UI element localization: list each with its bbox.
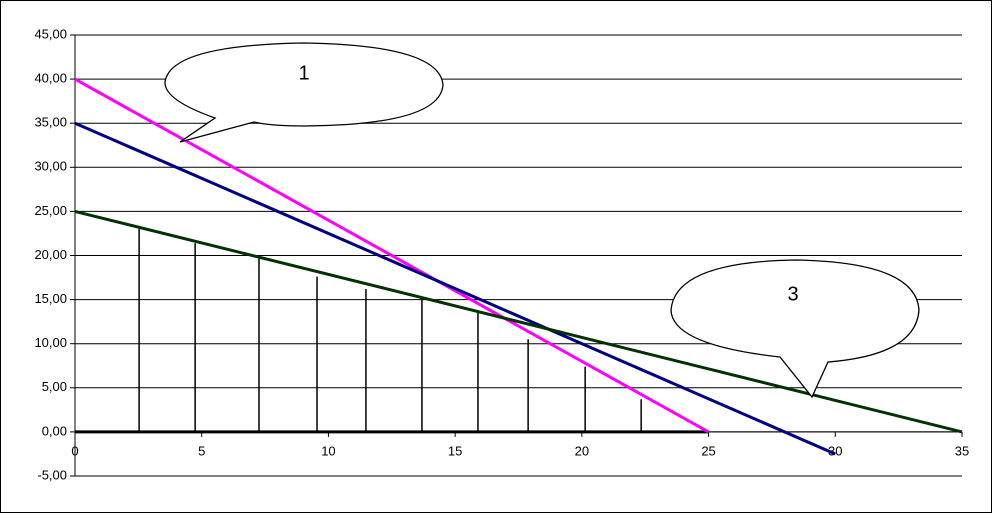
series-line xyxy=(74,121,836,456)
y-tick-label: 5,00 xyxy=(42,379,67,394)
y-tick-label: 45,00 xyxy=(34,26,67,41)
callout-text: 1 xyxy=(298,62,309,84)
x-tick-label: 30 xyxy=(828,443,842,458)
callout-text: 3 xyxy=(787,283,798,305)
x-tick-label: 25 xyxy=(701,443,715,458)
y-tick-label: 40,00 xyxy=(34,71,67,86)
y-tick-label: 35,00 xyxy=(34,115,67,130)
y-tick-label: 10,00 xyxy=(34,335,67,350)
series-line xyxy=(74,77,710,434)
y-tick-label: 15,00 xyxy=(34,291,67,306)
callout-bubble xyxy=(670,259,920,399)
x-tick-label: 20 xyxy=(575,443,589,458)
y-tick-label: -5,00 xyxy=(37,467,67,482)
x-tick-label: 0 xyxy=(71,443,78,458)
callout: 1 xyxy=(164,42,444,143)
callout-bubble xyxy=(164,42,444,143)
callout: 3 xyxy=(670,259,920,399)
x-tick-label: 10 xyxy=(321,443,335,458)
plot-area: -5,000,005,0010,0015,0020,0025,0030,0035… xyxy=(34,26,969,482)
x-tick-label: 35 xyxy=(955,443,969,458)
y-tick-label: 0,00 xyxy=(42,423,67,438)
series-line xyxy=(74,209,963,434)
y-tick-label: 25,00 xyxy=(34,203,67,218)
x-tick-label: 5 xyxy=(198,443,205,458)
y-tick-label: 30,00 xyxy=(34,159,67,174)
y-tick-label: 20,00 xyxy=(34,247,67,262)
x-tick-label: 15 xyxy=(448,443,462,458)
